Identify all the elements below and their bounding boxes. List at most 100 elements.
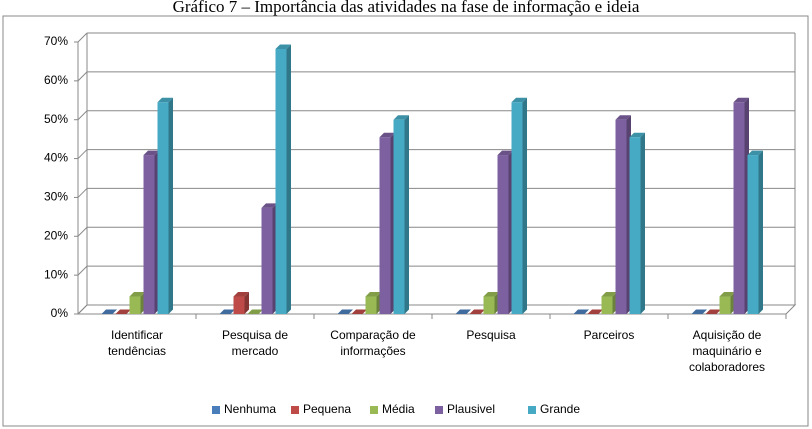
bar-3d — [115, 309, 131, 314]
bar-top — [455, 309, 471, 314]
bar-3d — [747, 150, 763, 314]
bar-top — [219, 309, 235, 314]
legend-label: Nenhuma — [224, 402, 276, 416]
bar-top — [365, 292, 381, 297]
bar-top — [115, 309, 131, 314]
bar-top — [719, 292, 735, 297]
floor — [76, 304, 797, 315]
bar-top — [469, 309, 485, 314]
x-tick-label: Parceiros — [584, 328, 635, 342]
bar-3d — [129, 292, 145, 314]
bar-3d — [601, 292, 617, 314]
bar — [157, 102, 169, 314]
x-tick-label: Aquisição de maquinário e colaboradores — [689, 328, 765, 374]
bar-top — [129, 292, 145, 297]
grid-line — [77, 71, 88, 82]
bar-side — [404, 115, 409, 314]
bar-top — [393, 115, 409, 120]
bar-top — [691, 309, 707, 314]
bar — [601, 296, 613, 314]
bar-3d — [351, 309, 367, 314]
bar-3d — [365, 292, 381, 314]
bar-3d — [719, 292, 735, 314]
bar — [143, 155, 155, 314]
bar-3d — [483, 292, 499, 314]
bar-top — [101, 309, 117, 314]
y-tick-label: 20% — [44, 228, 68, 242]
bar-top — [511, 97, 527, 103]
y-tick-label: 30% — [44, 190, 68, 204]
bar-top — [261, 203, 277, 208]
bar-top — [143, 150, 159, 156]
bar-3d — [497, 150, 513, 314]
bar — [497, 155, 509, 314]
bar-3d — [511, 97, 527, 314]
bar-top — [705, 309, 721, 314]
bar-top — [601, 292, 617, 297]
bar-top — [587, 309, 603, 314]
bar — [129, 296, 141, 314]
bar-3d — [615, 115, 631, 314]
grid-line — [77, 32, 88, 43]
legend-label: Plausivel — [447, 402, 495, 416]
bar-side — [522, 97, 527, 314]
legend-label: Média — [382, 402, 415, 416]
bar-3d — [455, 309, 471, 314]
bar-3d — [705, 309, 721, 314]
bar — [393, 119, 405, 314]
bar — [261, 207, 273, 314]
bar-top — [351, 309, 367, 314]
chart-title: Gráfico 7 – Importância das atividades n… — [173, 0, 640, 16]
x-tick-label: Identificar tendências — [108, 328, 166, 358]
y-tick-label: 10% — [44, 267, 68, 281]
bar-side — [640, 132, 645, 314]
y-tick-label: 40% — [44, 151, 68, 165]
legend-swatch — [291, 406, 299, 414]
x-tick-label: Comparação de informações — [330, 328, 416, 358]
bar-top — [629, 132, 645, 138]
bar-top — [379, 132, 395, 138]
grid-line — [77, 226, 88, 237]
legend-swatch — [528, 406, 536, 414]
y-tick-label: 50% — [44, 112, 68, 126]
bar — [365, 296, 377, 314]
bar — [511, 102, 523, 314]
grid-line — [77, 149, 88, 159]
bar — [629, 137, 641, 314]
bar-3d — [143, 150, 159, 314]
bar-top — [573, 309, 589, 314]
bar-3d — [275, 44, 291, 314]
grid-line — [77, 110, 88, 121]
bar — [733, 102, 745, 314]
y-tick-label: 60% — [44, 73, 68, 87]
x-tick-label: Pesquisa de mercado — [222, 328, 288, 358]
bar-3d — [233, 292, 249, 314]
bar — [233, 296, 245, 314]
bar-top — [497, 150, 513, 156]
y-tick-label: 0% — [51, 306, 69, 320]
bar — [719, 296, 731, 314]
legend-swatch — [212, 406, 220, 414]
bar-top — [483, 292, 499, 297]
bar-3d — [469, 309, 485, 314]
bar-3d — [573, 309, 589, 314]
bar-3d — [629, 132, 645, 314]
legend-label: Grande — [540, 402, 580, 416]
legend-swatch — [435, 406, 443, 414]
bar-top — [275, 44, 291, 49]
bar-3d — [393, 115, 409, 314]
bar-3d — [247, 309, 263, 314]
bar-3d — [733, 97, 749, 314]
bar-3d — [101, 309, 117, 314]
bar-3d — [379, 132, 395, 314]
bar-top — [247, 309, 263, 314]
bar-top — [233, 292, 249, 297]
bar-3d — [691, 309, 707, 314]
y-tick-label: 70% — [44, 34, 68, 48]
bar-top — [733, 97, 749, 103]
bar-top — [615, 115, 631, 120]
bar — [379, 137, 391, 314]
bar-top — [337, 309, 353, 314]
bar-side — [286, 44, 291, 314]
